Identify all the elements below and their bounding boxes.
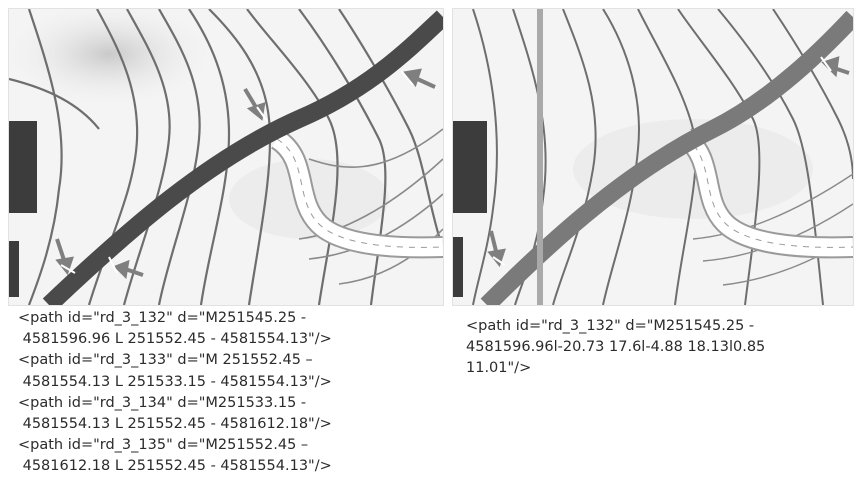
cut-markers (60, 70, 414, 274)
right-svg-code: <path id="rd_3_132" d="M251545.25 - 4581… (466, 316, 765, 380)
terrain-shading (573, 119, 813, 219)
left-map (9, 9, 443, 305)
left-svg-code: <path id="rd_3_132" d="M251545.25 - 4581… (18, 308, 332, 478)
terrain-shading (9, 9, 219, 109)
code-line: 4581554.13 L 251552.45 - 4581612.18"/> (18, 416, 332, 433)
main-road (42, 10, 443, 305)
code-line: 4581596.96 L 251552.45 - 4581554.13"/> (18, 331, 332, 348)
code-line: 11.01"/> (466, 360, 532, 377)
right-map (453, 9, 853, 305)
vertical-road (537, 9, 543, 305)
right-map-panel (452, 8, 854, 306)
code-line: <path id="rd_3_132" d="M251545.25 - (18, 310, 307, 326)
side-road (677, 128, 853, 259)
left-map-panel (8, 8, 444, 306)
building (453, 237, 463, 297)
cut-markers (492, 56, 832, 266)
code-line: <path id="rd_3_135" d="M251552.45 – (18, 437, 309, 454)
side-road (270, 129, 443, 259)
code-line: <path id="rd_3_134" d="M251533.15 - (18, 394, 307, 411)
code-line: 4581554.13 L 251533.15 - 4581554.13"/> (18, 373, 332, 390)
building (453, 121, 487, 213)
contour-lines (472, 9, 853, 305)
building (9, 241, 19, 297)
code-line: 4581596.96l-20.73 17.6l-4.88 18.13l0.85 (466, 339, 766, 356)
code-line: <path id="rd_3_132" d="M251545.25 - (466, 318, 755, 334)
building (9, 121, 37, 213)
code-line: 4581612.18 L 251552.45 - 4581554.13"/> (18, 458, 332, 475)
main-road (480, 10, 853, 305)
code-line: <path id="rd_3_133" d="M 251552.45 – (18, 352, 313, 369)
